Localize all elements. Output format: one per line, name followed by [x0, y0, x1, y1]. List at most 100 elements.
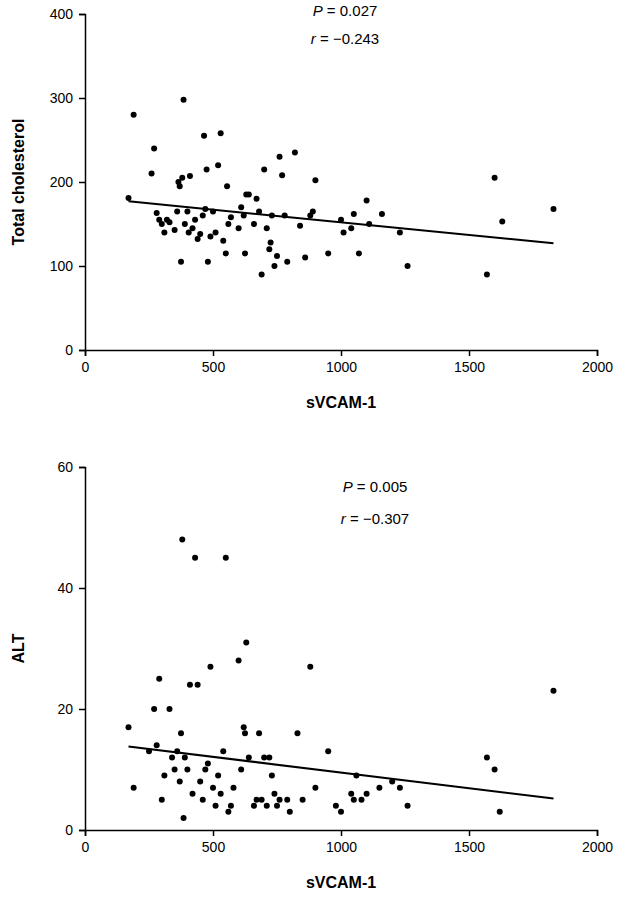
x-axis-title: sVCAM-1 [306, 394, 376, 411]
point [126, 195, 132, 201]
point [190, 225, 196, 231]
x-tick-label: 1000 [326, 359, 357, 375]
point [223, 555, 229, 561]
point [269, 773, 275, 779]
point [184, 208, 190, 214]
point [154, 210, 160, 216]
y-tick-mark [79, 588, 85, 590]
point [166, 219, 172, 225]
point [254, 797, 260, 803]
x-axis-title: sVCAM-1 [306, 874, 376, 891]
x-axis: 0500100015002000 [82, 350, 614, 375]
point [264, 803, 270, 809]
point [161, 773, 167, 779]
y-tick-label: 40 [57, 580, 73, 596]
point [499, 218, 505, 224]
point [181, 815, 187, 821]
point [205, 760, 211, 766]
x-tick-mark [597, 350, 599, 356]
y-tick-mark [79, 467, 85, 469]
point [550, 688, 556, 694]
point [264, 225, 270, 231]
point [292, 150, 298, 156]
plot-area [126, 97, 557, 278]
point [243, 639, 249, 645]
y-tick-label: 200 [50, 174, 74, 190]
y-axis: 0 100 200 300 400 [50, 6, 86, 358]
x-tick-label: 2000 [582, 839, 613, 855]
point [215, 773, 221, 779]
x-tick: 1500 [454, 350, 485, 375]
y-tick-label: 100 [50, 258, 74, 274]
point [484, 271, 490, 277]
y-axis-line [79, 15, 86, 351]
point [174, 208, 180, 214]
x-tick-mark [213, 350, 215, 356]
point [310, 208, 316, 214]
point [277, 797, 283, 803]
point [172, 767, 178, 773]
point [225, 221, 231, 227]
point [200, 213, 206, 219]
point [215, 162, 221, 168]
x-tick: 1000 [326, 830, 357, 855]
point [259, 271, 265, 277]
x-tick: 2000 [582, 830, 613, 855]
x-tick-mark [469, 830, 471, 836]
point [218, 130, 224, 136]
y-tick-mark [79, 266, 85, 268]
x-axis: 0500100015002000 [82, 830, 614, 855]
point [364, 197, 370, 203]
point [348, 791, 354, 797]
point [405, 263, 411, 269]
y-tick-mark [79, 709, 85, 711]
x-tick: 2000 [582, 350, 613, 375]
point [169, 754, 175, 760]
x-axis-line [86, 831, 598, 837]
point [197, 231, 203, 237]
point [246, 754, 252, 760]
x-tick-mark [341, 350, 343, 356]
point [256, 730, 262, 736]
point [220, 748, 226, 754]
point [238, 767, 244, 773]
point [151, 706, 157, 712]
x-tick: 1000 [326, 350, 357, 375]
annotation: r = −0.307 [341, 510, 409, 527]
y-tick-mark [79, 182, 85, 184]
point [238, 204, 244, 210]
chart: 05001000150020000204060sVCAM-1ALTP = 0.0… [10, 459, 613, 891]
point [178, 259, 184, 265]
x-tick-mark [341, 830, 343, 836]
point [242, 730, 248, 736]
point [182, 221, 188, 227]
point [224, 183, 230, 189]
x-tick-label: 1500 [454, 359, 485, 375]
point [242, 250, 248, 256]
point [182, 754, 188, 760]
x-tick-label: 0 [82, 839, 90, 855]
point [220, 238, 226, 244]
point [179, 537, 185, 543]
point [364, 791, 370, 797]
x-tick: 500 [202, 830, 226, 855]
point [149, 171, 155, 177]
point [228, 803, 234, 809]
x-tick: 0 [82, 350, 90, 375]
point [333, 803, 339, 809]
x-tick: 0 [82, 830, 90, 855]
point [284, 797, 290, 803]
y-tick-label: 300 [50, 90, 74, 106]
y-tick-label: 0 [65, 342, 73, 358]
point [204, 166, 210, 172]
point [192, 555, 198, 561]
point [195, 682, 201, 688]
y-tick: 400 [50, 6, 85, 22]
point [312, 177, 318, 183]
point [192, 217, 198, 223]
point [266, 754, 272, 760]
fit-line [129, 201, 554, 243]
point [351, 211, 357, 217]
y-tick: 0 [65, 822, 85, 838]
point [246, 192, 252, 198]
